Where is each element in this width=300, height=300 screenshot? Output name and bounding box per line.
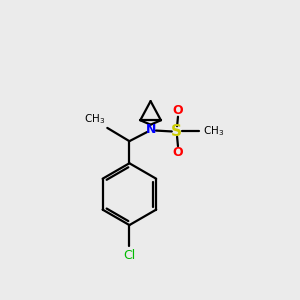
Text: O: O — [173, 146, 183, 159]
Text: O: O — [173, 104, 183, 117]
Text: Cl: Cl — [123, 249, 136, 262]
Text: CH$_3$: CH$_3$ — [203, 124, 224, 138]
Text: CH$_3$: CH$_3$ — [84, 112, 105, 126]
Text: S: S — [171, 124, 182, 139]
Text: N: N — [146, 124, 156, 136]
